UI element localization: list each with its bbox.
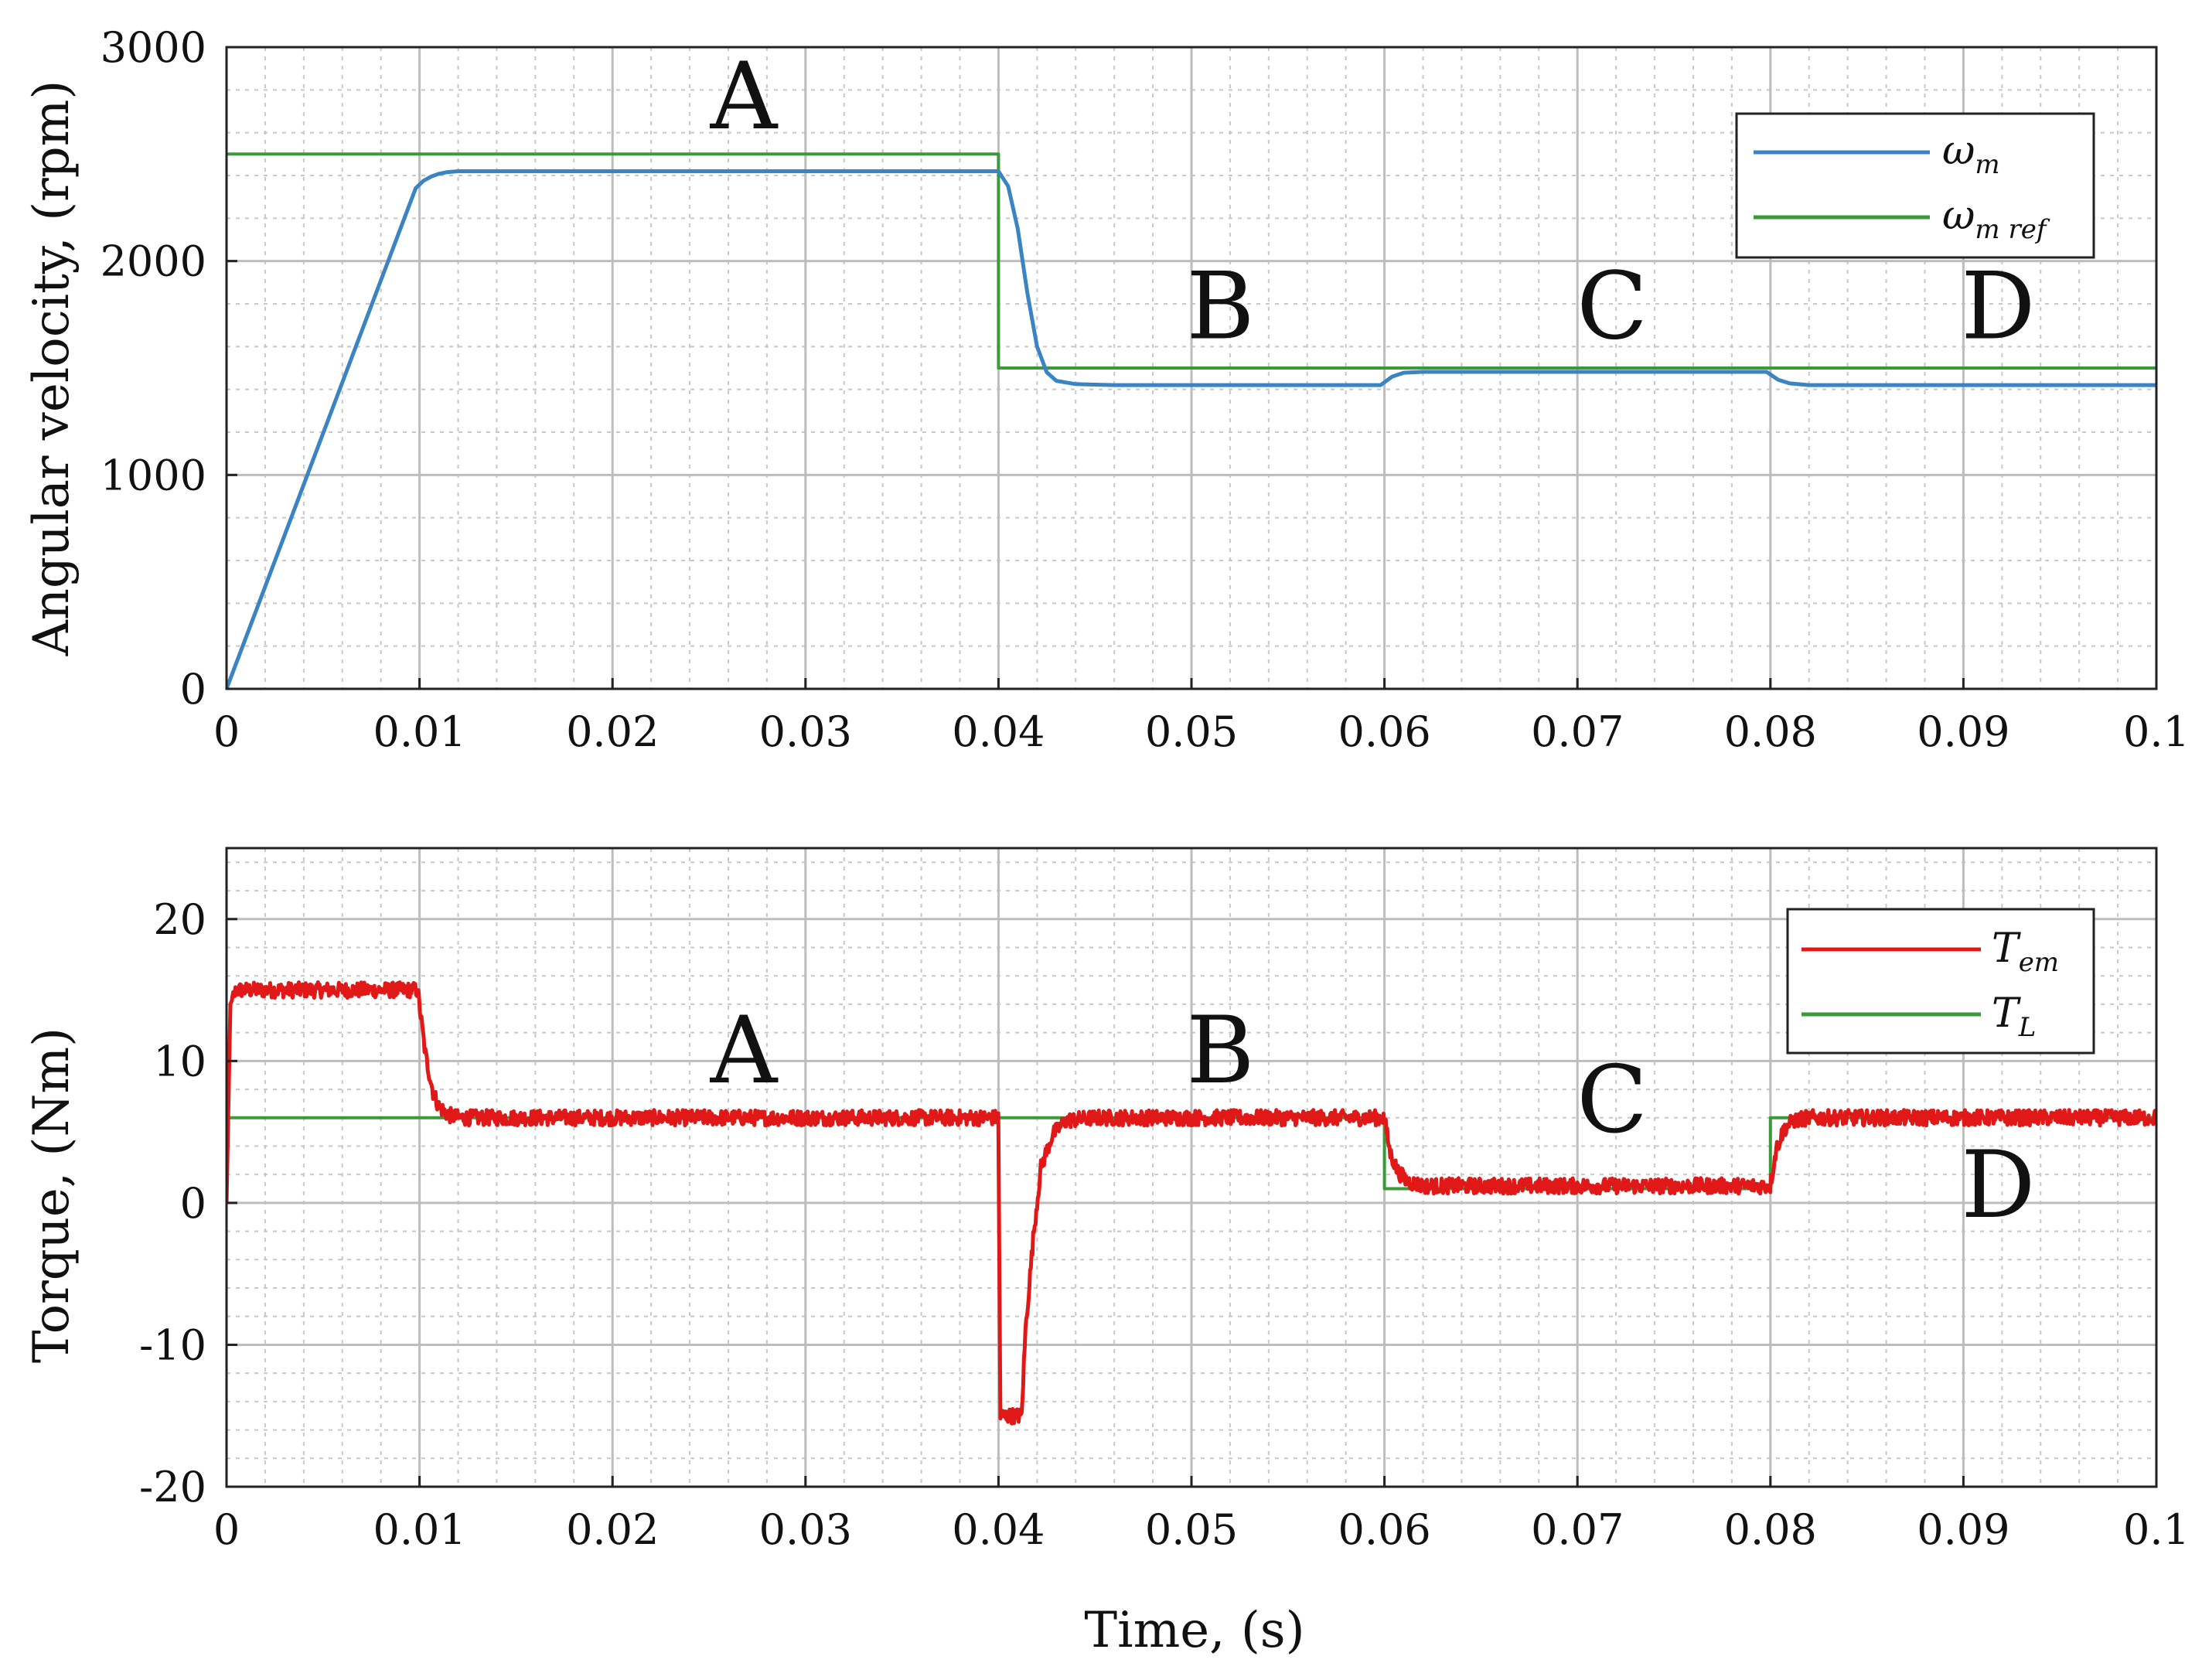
torque-y-tick-label: 20 <box>153 895 206 944</box>
torque-y-tick-label: -20 <box>139 1463 206 1511</box>
velocity-x-tick-label: 0.05 <box>1145 707 1238 756</box>
torque-x-tick-label: 0.03 <box>759 1505 852 1554</box>
velocity-y-axis-label: Angular velocity, (rpm) <box>23 80 80 657</box>
torque-x-tick-label: 0.02 <box>566 1505 659 1554</box>
velocity-x-tick-label: 0.1 <box>2123 707 2190 756</box>
torque-x-ticks: 0 0.01 0.02 0.03 0.04 0.05 0.06 0.07 0.08 0.09 0.1 <box>213 1476 2190 1554</box>
torque-x-tick-label: 0 <box>213 1505 240 1554</box>
velocity-x-tick-label: 0.01 <box>373 707 465 756</box>
torque-y-axis-label: Torque, (Nm) <box>23 1027 80 1363</box>
torque-y-tick-label: 10 <box>153 1037 206 1085</box>
legend-label-t-l: TL <box>1992 990 2036 1043</box>
legend-label-omega-m-ref: ωm ref <box>1942 193 2050 245</box>
torque-y-tick-label: -10 <box>139 1320 206 1369</box>
velocity-x-tick-label: 0 <box>213 707 240 756</box>
velocity-x-tick-label: 0.07 <box>1531 707 1624 756</box>
torque-legend-box <box>1786 908 2095 1055</box>
velocity-x-tick-label: 0.02 <box>566 707 659 756</box>
torque-x-tick-label: 0.01 <box>373 1505 465 1554</box>
velocity-panel: 0 0.01 0.02 0.03 0.04 0.05 0.06 0.07 0.08 0.09 0.1… <box>23 23 2190 756</box>
legend-label-t-em: Tem <box>1992 925 2059 978</box>
torque-panel: 0 0.01 0.02 0.03 0.04 0.05 0.06 0.07 0.08 0.09 0.1… <box>23 847 2190 1659</box>
velocity-x-tick-label: 0.06 <box>1338 707 1430 756</box>
velocity-y-tick-label: 0 <box>180 665 206 714</box>
velocity-x-tick-label: 0.08 <box>1724 707 1817 756</box>
velocity-region-labels: A B C D <box>710 43 2036 360</box>
torque-y-tick-label: 0 <box>180 1179 206 1228</box>
torque-series <box>227 980 2156 1426</box>
torque-x-tick-label: 0.04 <box>952 1505 1045 1554</box>
torque-x-tick-label: 0.08 <box>1724 1505 1817 1554</box>
velocity-x-tick-label: 0.03 <box>759 707 852 756</box>
velocity-x-tick-label: 0.09 <box>1917 707 2009 756</box>
velocity-legend: ωm ωm ref <box>1735 112 2095 259</box>
torque-x-tick-label: 0.07 <box>1531 1505 1624 1554</box>
legend-label-omega-m: ωm <box>1942 128 2000 180</box>
time-x-axis-label: Time, (s) <box>1084 1602 1304 1659</box>
velocity-region-label-d: D <box>1961 253 2035 360</box>
torque-region-labels: A B C D <box>710 997 2036 1239</box>
torque-x-tick-label: 0.06 <box>1338 1505 1430 1554</box>
series-line-t-em <box>227 980 2156 1426</box>
torque-region-label-d: D <box>1961 1132 2035 1239</box>
velocity-y-tick-label: 3000 <box>101 23 206 72</box>
torque-x-tick-label: 0.05 <box>1145 1505 1238 1554</box>
velocity-x-ticks: 0 0.01 0.02 0.03 0.04 0.05 0.06 0.07 0.08 0.09 0.1 <box>213 678 2190 756</box>
torque-region-label-c: C <box>1577 1047 1648 1154</box>
velocity-y-tick-label: 1000 <box>101 451 206 499</box>
torque-grid <box>225 848 2158 1488</box>
torque-y-ticks: -20 -10 0 10 20 <box>139 895 237 1511</box>
torque-legend: Tem TL <box>1786 908 2095 1055</box>
series-line-omega-m-ref <box>227 152 2156 370</box>
velocity-region-label-b: B <box>1186 253 1254 360</box>
velocity-y-ticks: 0 1000 2000 3000 <box>101 23 237 714</box>
velocity-region-label-a: A <box>710 43 779 151</box>
torque-region-label-b: B <box>1186 997 1254 1105</box>
velocity-series <box>227 152 2156 689</box>
torque-x-tick-label: 0.1 <box>2123 1505 2190 1554</box>
series-line-omega-m <box>227 169 2156 689</box>
torque-region-label-a: A <box>710 997 779 1105</box>
velocity-y-tick-label: 2000 <box>101 237 206 286</box>
torque-x-tick-label: 0.09 <box>1917 1505 2009 1554</box>
velocity-x-tick-label: 0.04 <box>952 707 1045 756</box>
velocity-region-label-c: C <box>1577 253 1648 360</box>
velocity-legend-box <box>1735 112 2095 259</box>
